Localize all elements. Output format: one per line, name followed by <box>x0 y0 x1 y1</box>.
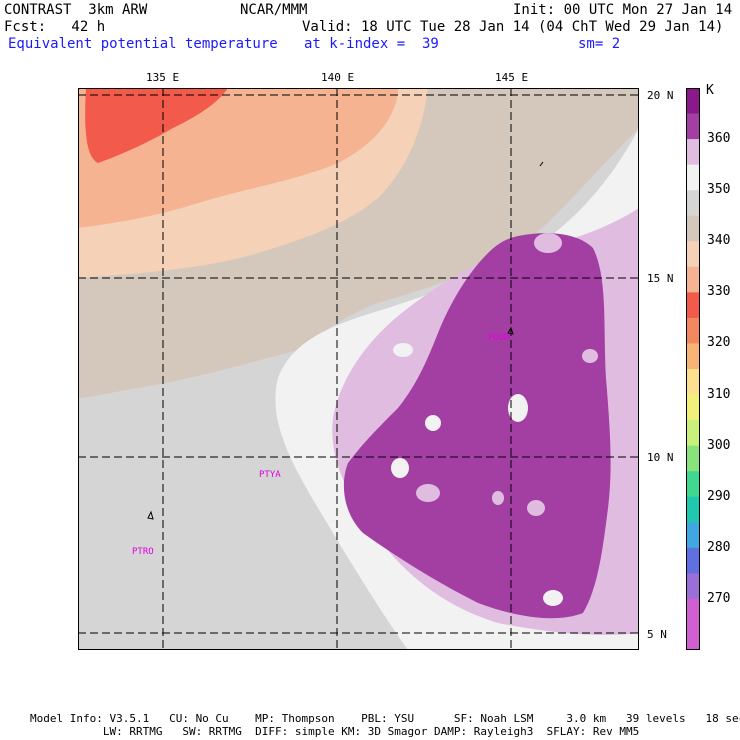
colorbar-swatch-285 <box>686 522 700 549</box>
island-north <box>539 161 544 167</box>
colorbar-swatch-315 <box>686 369 700 396</box>
colorbar-swatch-335 <box>686 266 700 293</box>
colorbar-label-310: 310 <box>707 386 731 402</box>
colorbar-swatch-350 <box>686 190 700 217</box>
footer-line-2: LW: RRTMG SW: RRTMG DIFF: simple KM: 3D … <box>30 725 640 738</box>
station-ptya: PTYA <box>259 470 281 480</box>
valid-time: Valid: 18 UTC Tue 28 Jan 14 (04 ChT Wed … <box>302 19 724 35</box>
lon-label-140: 140 E <box>321 71 355 84</box>
footer-line-1: Model Info: V3.5.1 CU: No Cu MP: Thompso… <box>30 712 740 725</box>
colorbar-swatch-355 <box>686 164 700 191</box>
colorbar-swatch-345 <box>686 215 700 242</box>
smoothing: sm= 2 <box>578 36 621 52</box>
colorbar-swatch-270 <box>686 598 700 625</box>
contour-330-region <box>85 88 229 163</box>
hole-10 <box>492 491 504 505</box>
colorbar-swatch-360 <box>686 139 700 166</box>
map-frame <box>78 88 639 650</box>
colorbar-swatch-295 <box>686 471 700 498</box>
lon-label-135: 135 E <box>146 71 180 84</box>
lat-label-20: 20 N <box>647 89 674 102</box>
station-ptro: PTRO <box>132 547 154 557</box>
model-title: CONTRAST 3km ARW <box>4 2 148 18</box>
station-pgum: PGUM <box>488 333 510 343</box>
lat-label-15: 15 N <box>647 272 674 285</box>
colorbar-label-300: 300 <box>707 437 731 453</box>
init-time: Init: 00 UTC Mon 27 Jan 14 <box>513 2 733 18</box>
colorbar-swatch-320 <box>686 343 700 370</box>
colorbar-label-320: 320 <box>707 335 731 351</box>
colorbar-swatch-300 <box>686 445 700 472</box>
colorbar-label-340: 340 <box>707 233 731 249</box>
hole-9 <box>425 415 441 431</box>
forecast-hour: Fcst: 42 h <box>4 19 106 35</box>
colorbar-swatch-310 <box>686 394 700 421</box>
colorbar-label-270: 270 <box>707 590 731 606</box>
hole-1 <box>393 343 413 357</box>
hole-2 <box>416 484 440 502</box>
hole-7 <box>534 233 562 253</box>
lat-label-5: 5 N <box>647 628 667 641</box>
hole-4 <box>508 394 528 422</box>
lat-label-10: 10 N <box>647 451 674 464</box>
colorbar-swatch-290 <box>686 496 700 523</box>
colorbar-unit: K <box>706 83 714 98</box>
colorbar-swatch-280 <box>686 547 700 574</box>
hole-5 <box>527 500 545 516</box>
colorbar-label-290: 290 <box>707 488 731 504</box>
colorbar-label-330: 330 <box>707 284 731 300</box>
colorbar-swatch-330 <box>686 292 700 319</box>
colorbar-swatch-365 <box>686 113 700 140</box>
island-guam <box>507 326 514 335</box>
k-index: at k-index = 39 <box>304 36 439 52</box>
island-palau <box>147 510 154 520</box>
colorbar-swatch-below <box>686 624 700 650</box>
colorbar-swatch-370 <box>686 88 700 115</box>
colorbar-swatch-275 <box>686 573 700 600</box>
colorbar-label-350: 350 <box>707 182 731 198</box>
hole-6 <box>582 349 598 363</box>
hole-3 <box>391 458 409 478</box>
theta-e-map <box>78 88 639 650</box>
colorbar-label-280: 280 <box>707 539 731 555</box>
colorbar-swatch-325 <box>686 317 700 344</box>
org-label: NCAR/MMM <box>240 2 308 18</box>
hole-8 <box>543 590 563 606</box>
colorbar-swatch-340 <box>686 241 700 268</box>
colorbar <box>686 88 700 650</box>
contour-365-region <box>343 233 611 619</box>
colorbar-swatch-305 <box>686 420 700 447</box>
field-name: Equivalent potential temperature <box>8 36 278 52</box>
graticule <box>78 88 639 650</box>
colorbar-frame <box>686 88 700 650</box>
colorbar-label-360: 360 <box>707 131 731 147</box>
lon-label-145: 145 E <box>495 71 529 84</box>
